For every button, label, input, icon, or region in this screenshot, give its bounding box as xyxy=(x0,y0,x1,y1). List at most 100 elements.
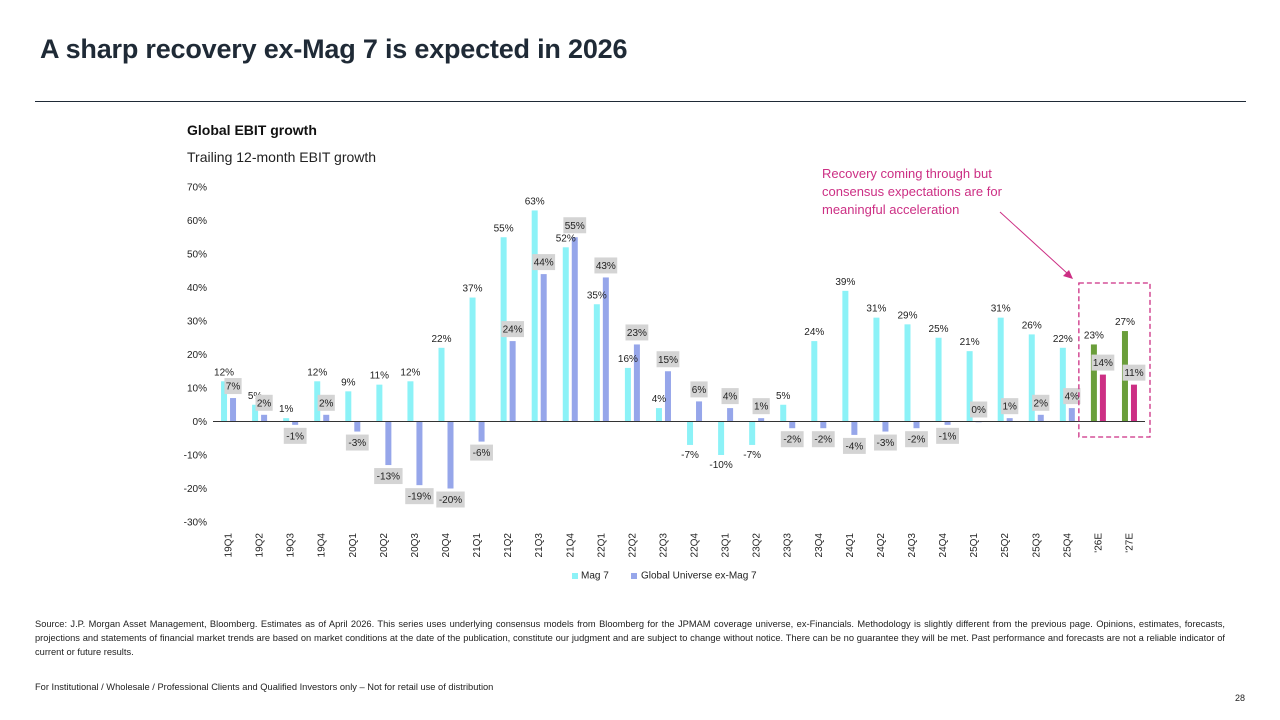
x-tick-label: 21Q4 xyxy=(565,533,576,558)
ex-mag7-bar xyxy=(882,421,889,432)
mag7-bar xyxy=(811,341,818,422)
x-tick-label: 25Q2 xyxy=(1000,533,1011,558)
x-tick-label: 24Q2 xyxy=(876,533,887,558)
x-tick-label: 19Q1 xyxy=(224,533,235,558)
mag7-data-label: 22% xyxy=(1053,334,1073,345)
ex-mag7-label-box xyxy=(532,254,556,271)
ex-mag7-label-box xyxy=(1063,388,1081,405)
x-tick-label: 25Q4 xyxy=(1062,533,1073,558)
x-tick-label: 24Q3 xyxy=(907,533,918,558)
y-tick-label: -30% xyxy=(184,518,207,529)
mag7-bar xyxy=(935,337,942,422)
ex-mag7-bar xyxy=(758,418,765,422)
mag7-bar xyxy=(749,421,756,445)
ex-mag7-bar xyxy=(354,421,361,432)
callout-line: consensus expectations are for xyxy=(822,184,1002,199)
ex-mag7-bar xyxy=(416,421,423,486)
mag7-data-label: 23% xyxy=(1084,330,1104,341)
ex-mag7-data-label: -1% xyxy=(939,431,957,442)
ex-mag7-label-box xyxy=(1122,364,1146,381)
legend-label-mag7: Mag 7 xyxy=(581,571,609,582)
mag7-bar xyxy=(624,367,631,422)
ex-mag7-data-label: -19% xyxy=(408,492,431,503)
ex-mag7-data-label: 55% xyxy=(565,221,585,232)
mag7-data-label: 4% xyxy=(652,394,667,405)
x-tick-label: 19Q4 xyxy=(317,533,328,558)
ebit-growth-chart: -30% -20% -10% 0% 10% 20% 30% 40% 50% 60% 70% 19Q1 1… xyxy=(184,183,1151,582)
estimate-dashed-box xyxy=(1078,282,1151,438)
legend-swatch-mag7 xyxy=(572,573,578,579)
ex-mag7-label-box xyxy=(317,394,335,411)
mag7-data-label: 27% xyxy=(1115,317,1135,328)
mag7-bar xyxy=(593,304,600,422)
mag7-data-label: 21% xyxy=(960,337,980,348)
mag7-data-label: 12% xyxy=(214,367,234,378)
ex-mag7-label-box xyxy=(874,434,897,451)
mag7-bar xyxy=(997,317,1004,422)
x-tick-label: 20Q1 xyxy=(348,533,359,558)
ex-mag7-data-label: 11% xyxy=(1124,368,1143,379)
chart-title: Global EBIT growth xyxy=(187,122,317,138)
mag7-bar xyxy=(376,384,383,422)
mag7-bar xyxy=(345,391,352,422)
mag7-data-label: 11% xyxy=(370,371,389,382)
ex-mag7-data-label: 7% xyxy=(226,382,241,393)
mag7-bar xyxy=(469,297,476,422)
ex-mag7-data-label: 15% xyxy=(658,355,678,366)
x-tick-label: 25Q3 xyxy=(1031,533,1042,558)
mag7-bar xyxy=(438,347,445,422)
x-tick-label: 23Q4 xyxy=(814,533,825,558)
ex-mag7-data-label: -4% xyxy=(845,441,863,452)
ex-mag7-label-box xyxy=(501,321,525,338)
mag7-bar xyxy=(283,418,290,422)
mag7-data-label: 29% xyxy=(897,310,917,321)
ex-mag7-bar xyxy=(913,421,920,429)
ex-mag7-label-box xyxy=(405,488,434,505)
mag7-bar xyxy=(780,404,787,422)
y-tick-label: 0% xyxy=(193,417,208,428)
x-tick-label: 20Q3 xyxy=(410,533,421,558)
callout-line: meaningful acceleration xyxy=(822,202,960,217)
mag7-data-label: -7% xyxy=(743,450,761,461)
y-tick-label: 70% xyxy=(187,183,207,194)
y-tick-label: 50% xyxy=(187,250,207,261)
y-tick-label: 40% xyxy=(187,283,207,294)
mag7-data-label: 31% xyxy=(866,304,886,315)
mag7-bar xyxy=(873,317,880,422)
ex-mag7-label-box xyxy=(656,351,680,368)
legend-label-ex-mag7: Global Universe ex-Mag 7 xyxy=(641,571,757,582)
ex-mag7-data-label: 2% xyxy=(1034,398,1049,409)
x-tick-label: 23Q1 xyxy=(721,533,732,558)
y-tick-label: -10% xyxy=(184,451,207,462)
mag7-data-label: 22% xyxy=(431,334,451,345)
ex-mag7-bar xyxy=(820,421,827,429)
mag7-data-label: 1% xyxy=(279,404,294,415)
ex-mag7-bar xyxy=(230,398,237,422)
ex-mag7-data-label: 43% xyxy=(596,261,616,272)
ex-mag7-bar xyxy=(727,408,734,422)
mag7-bar xyxy=(966,351,973,422)
ex-mag7-bar xyxy=(664,371,671,422)
mag7-bar xyxy=(842,290,849,422)
mag7-data-label: 26% xyxy=(1022,320,1042,331)
x-tick-label: 22Q4 xyxy=(690,533,701,558)
ex-mag7-bar xyxy=(789,421,796,429)
mag7-bar xyxy=(1090,344,1097,422)
mag7-data-label: 55% xyxy=(494,223,514,234)
ex-mag7-label-box xyxy=(1091,354,1115,371)
mag7-data-label: -7% xyxy=(681,450,699,461)
mag7-data-label: 37% xyxy=(463,284,483,295)
ex-mag7-label-box xyxy=(255,394,273,411)
ex-mag7-label-box xyxy=(905,431,928,448)
ex-mag7-bar xyxy=(696,401,703,422)
mag7-bar xyxy=(655,408,662,422)
x-tick-label: 21Q3 xyxy=(534,533,545,558)
y-tick-label: 30% xyxy=(187,317,207,328)
ex-mag7-bar xyxy=(633,344,640,422)
ex-mag7-data-label: 44% xyxy=(534,258,554,269)
mag7-data-label: 31% xyxy=(991,304,1011,315)
ex-mag7-label-box xyxy=(1032,394,1050,411)
ex-mag7-bar xyxy=(540,274,547,422)
source-note: Source: J.P. Morgan Asset Management, Bl… xyxy=(35,619,1225,657)
x-tick-label: 23Q3 xyxy=(783,533,794,558)
